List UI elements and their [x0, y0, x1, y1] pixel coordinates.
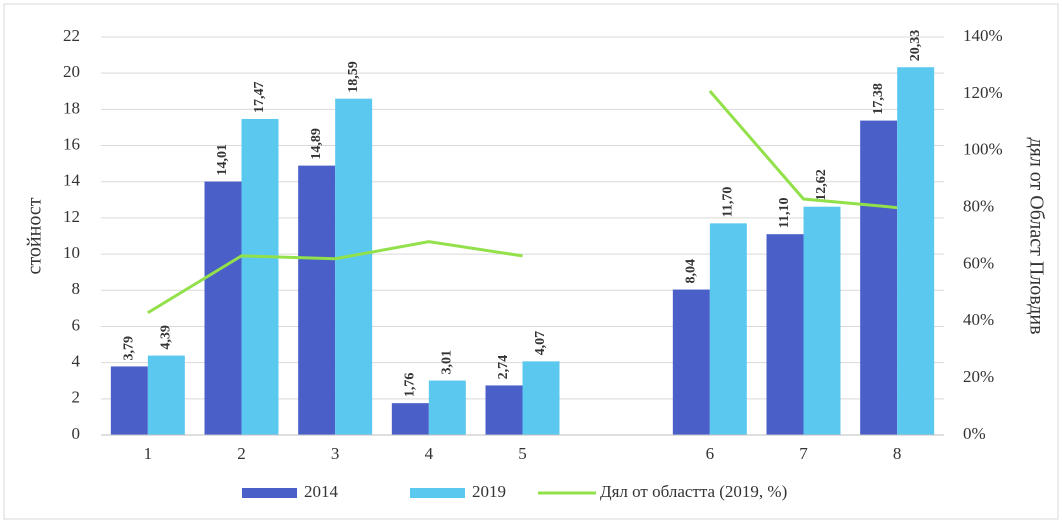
bar: [672, 289, 710, 435]
line: [147, 90, 898, 315]
data-label: 4,07: [533, 331, 548, 356]
y-tick-label: 20: [63, 62, 80, 81]
legend-label: Дял от областта (2019, %): [600, 482, 787, 501]
y-axis-title: стойност: [24, 197, 46, 274]
data-label: 12,62: [814, 169, 829, 201]
bar: [803, 206, 841, 435]
y2-axis-title: дял от Област Пловдив: [1025, 137, 1047, 334]
y2-tick-label: 20%: [963, 367, 994, 386]
y2-tick-label: 80%: [963, 196, 994, 215]
y-tick-label: 22: [63, 26, 80, 45]
data-label: 8,04: [684, 259, 699, 284]
data-label: 4,39: [159, 325, 174, 350]
y2-tick-label: 60%: [963, 253, 994, 272]
data-label: 14,89: [309, 128, 324, 160]
bar: [897, 67, 935, 435]
bar: [241, 118, 279, 436]
y-tick-label: 10: [63, 243, 80, 262]
y2-tick-label: 140%: [963, 26, 1003, 45]
bar: [766, 234, 804, 435]
y-tick-label: 2: [72, 388, 81, 407]
y2-tick-label: 120%: [963, 83, 1003, 102]
y2-tick-label: 0%: [963, 424, 986, 443]
data-label: 3,01: [440, 350, 455, 375]
y2-tick-label: 100%: [963, 140, 1003, 159]
data-label: 11,10: [777, 197, 792, 228]
data-label: 20,33: [908, 30, 923, 62]
data-label: 18,59: [346, 61, 361, 93]
y-tick-label: 0: [72, 424, 81, 443]
x-tick-label: 4: [425, 444, 434, 463]
x-tick-label: 3: [331, 444, 340, 463]
bar: [391, 403, 429, 435]
data-label: 2,74: [496, 355, 511, 380]
chart-frame: [3, 3, 1059, 520]
y-tick-label: 12: [63, 207, 80, 226]
legend-swatch: [410, 488, 465, 498]
data-label: 3,79: [122, 336, 137, 361]
y-tick-label: 4: [72, 352, 81, 371]
legend-swatch: [242, 488, 297, 498]
bar: [860, 120, 898, 435]
bar: [709, 223, 747, 435]
legend-label: 2014: [304, 482, 339, 501]
data-label: 11,70: [721, 187, 736, 218]
y-tick-label: 18: [63, 98, 80, 117]
y-tick-label: 6: [72, 315, 81, 334]
bar: [110, 366, 148, 435]
bar: [298, 165, 336, 436]
bar: [204, 181, 242, 435]
bar: [522, 361, 560, 435]
bar: [485, 385, 523, 435]
y-tick-label: 8: [72, 279, 81, 298]
bar: [147, 355, 185, 435]
x-tick-label: 8: [893, 444, 902, 463]
x-tick-label: 7: [799, 444, 808, 463]
data-label: 17,47: [252, 81, 267, 113]
bar: [428, 380, 466, 435]
y2-tick-label: 40%: [963, 310, 994, 329]
x-tick-label: 5: [518, 444, 527, 463]
x-tick-label: 1: [144, 444, 153, 463]
data-label: 14,01: [215, 144, 230, 176]
bar: [335, 98, 373, 435]
data-label: 17,38: [871, 83, 886, 115]
y-tick-label: 16: [63, 134, 80, 153]
x-tick-label: 2: [237, 444, 246, 463]
x-tick-label: 6: [706, 444, 715, 463]
legend-label: 2019: [472, 482, 506, 501]
data-label: 1,76: [403, 373, 418, 398]
y-tick-label: 14: [63, 171, 81, 190]
